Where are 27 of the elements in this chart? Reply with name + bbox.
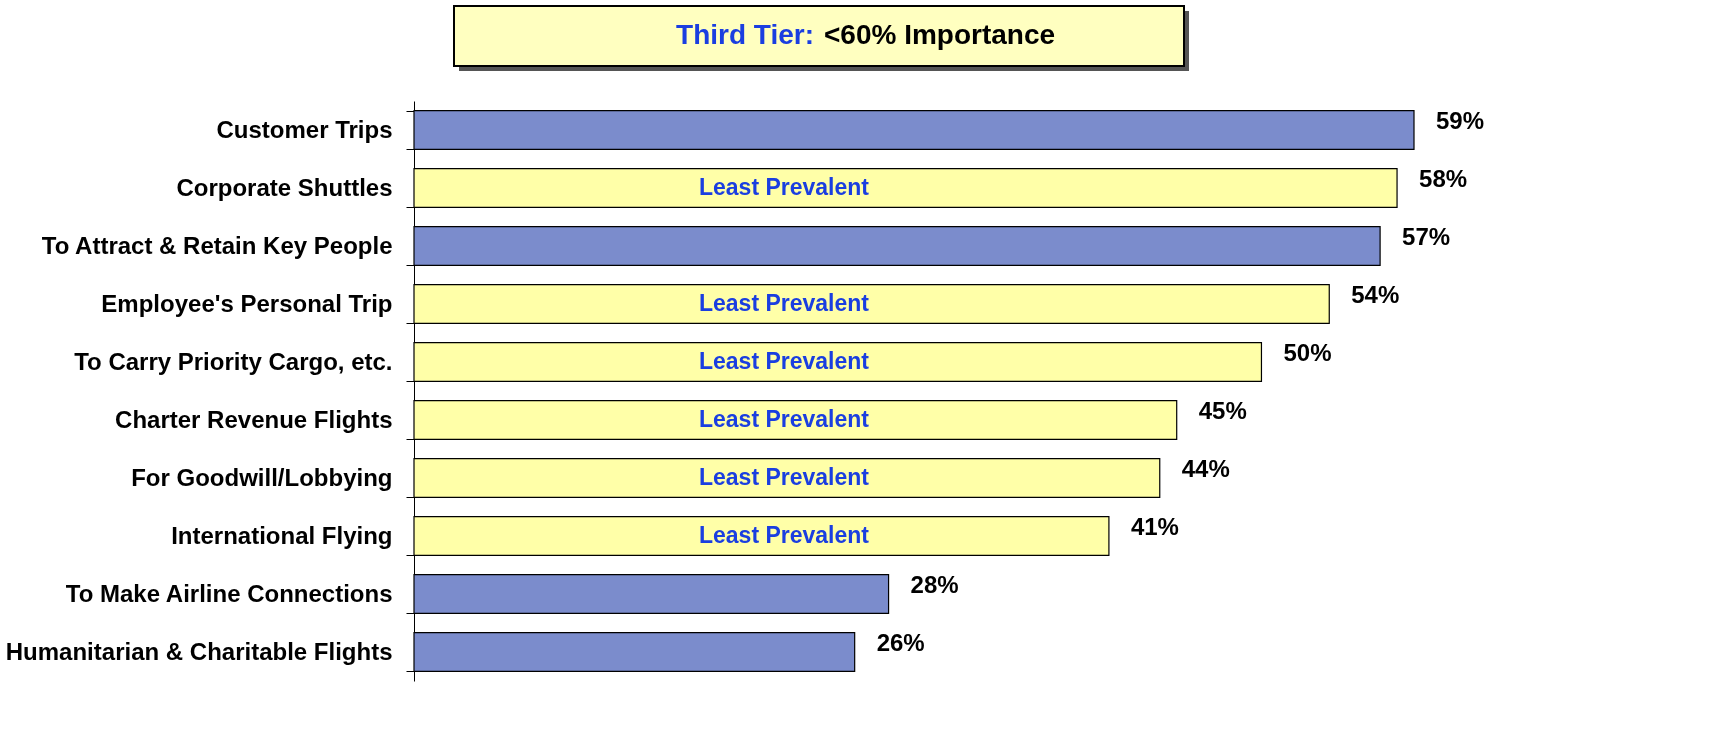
y-tick-label: Humanitarian & Charitable Flights (5, 637, 393, 665)
y-tick-label: Customer Trips (216, 115, 393, 143)
y-tick-label: To Carry Priority Cargo, etc. (74, 347, 393, 375)
annotation: Least Prevalent (698, 348, 870, 374)
y-tick-label: To Make Airline Connections (65, 579, 393, 607)
y-tick-label: Corporate Shuttles (176, 173, 393, 201)
data-label: 41% (1130, 513, 1179, 540)
data-label: 44% (1181, 455, 1230, 482)
data-label: 54% (1351, 281, 1400, 308)
y-tick-label: For Goodwill/Lobbying (131, 463, 393, 491)
annotation: Least Prevalent (698, 174, 870, 200)
data-label: 59% (1436, 107, 1485, 134)
annotation: Least Prevalent (698, 522, 870, 548)
chart-title: Third Tier: <60% Importance (676, 19, 1056, 50)
annotation: Least Prevalent (698, 406, 870, 432)
data-label: 50% (1283, 339, 1332, 366)
annotation: Least Prevalent (698, 464, 870, 490)
data-label: 57% (1402, 223, 1451, 250)
data-label: 28% (910, 571, 959, 598)
y-tick-label: International Flying (171, 521, 393, 549)
y-tick-label: To Attract & Retain Key People (41, 231, 393, 259)
y-tick-label: Charter Revenue Flights (115, 405, 393, 433)
data-label: 45% (1198, 397, 1247, 424)
data-label: 26% (876, 629, 925, 656)
y-tick-label: Employee's Personal Trip (101, 289, 393, 317)
annotation: Least Prevalent (698, 290, 870, 316)
data-label: 58% (1419, 165, 1468, 192)
